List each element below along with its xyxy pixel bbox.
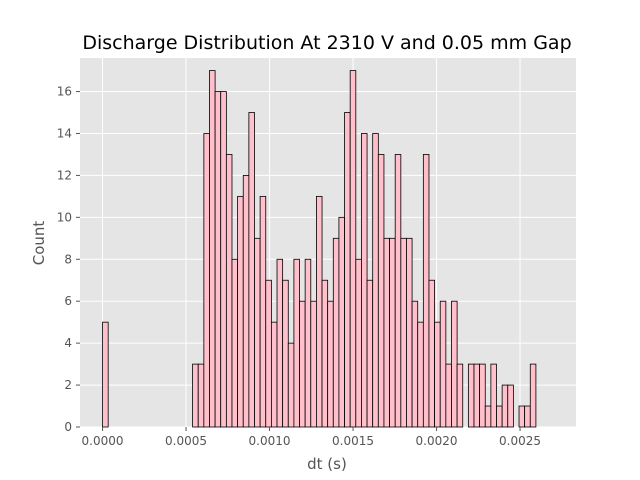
histogram-bar — [355, 258, 362, 428]
histogram-bar — [270, 321, 278, 428]
y-tick-label: 10 — [57, 210, 72, 224]
chart-title: Discharge Distribution At 2310 V and 0.0… — [82, 32, 571, 54]
histogram-bar — [473, 363, 481, 428]
histogram-bar — [259, 195, 267, 428]
histogram-bar — [293, 258, 300, 428]
histogram-bar — [321, 279, 329, 428]
histogram-bar — [467, 363, 475, 428]
y-tick-label: 8 — [64, 252, 72, 266]
histogram-bar — [417, 321, 424, 428]
x-tick-label: 0.0005 — [165, 434, 207, 448]
histogram-bar — [518, 405, 526, 428]
histogram-bar — [349, 70, 357, 428]
histogram-bar — [366, 279, 374, 428]
histogram-bar — [479, 363, 486, 428]
histogram-bar — [377, 154, 385, 428]
histogram-bar — [209, 70, 216, 428]
x-axis-ticks: 0.0000 0.0005 0.0010 0.0015 0.0020 0.0025 — [82, 427, 541, 448]
histogram-bar — [507, 384, 514, 428]
y-axis-label: Count — [30, 221, 48, 266]
histogram-bar — [282, 279, 289, 428]
histogram-bar — [310, 300, 317, 428]
histogram-bar — [496, 405, 503, 428]
histogram-bar — [220, 91, 227, 428]
histogram-bar — [102, 321, 109, 428]
histogram-bar — [287, 342, 295, 428]
y-tick-label: 6 — [64, 294, 72, 308]
histogram-bar — [524, 405, 531, 428]
histogram-bar — [389, 237, 396, 428]
histogram-bar — [434, 321, 441, 428]
histogram-bar — [406, 237, 413, 428]
histogram-bar — [265, 279, 272, 428]
histogram-bar — [428, 279, 435, 428]
histogram-bar — [248, 112, 255, 428]
histogram-bar — [490, 363, 497, 428]
histogram-bar — [411, 300, 419, 428]
histogram-bar — [529, 363, 537, 428]
histogram-bar — [316, 195, 323, 428]
histogram-bar — [383, 237, 390, 428]
x-tick-label: 0.0015 — [332, 434, 374, 448]
histogram-bar — [299, 300, 306, 428]
y-tick-label: 14 — [57, 126, 72, 140]
x-tick-label: 0.0020 — [416, 434, 458, 448]
histogram-bar — [344, 112, 351, 428]
histogram-bar — [456, 363, 464, 428]
histogram-bar — [501, 384, 509, 428]
x-tick-label: 0.0025 — [499, 434, 541, 448]
histogram-bar — [225, 154, 233, 428]
histogram-bar — [242, 175, 250, 428]
histogram-bar — [197, 363, 205, 428]
x-axis-label: dt (s) — [307, 455, 347, 473]
histogram-bar — [276, 258, 284, 428]
histogram-bar — [237, 195, 244, 428]
y-axis-ticks: 0 2 4 6 8 10 12 14 16 — [57, 85, 80, 434]
histogram-bar — [372, 133, 379, 428]
histogram-bar — [214, 91, 222, 428]
histogram-bar — [400, 237, 407, 428]
histogram-bar — [327, 300, 334, 428]
x-tick-label: 0.0010 — [249, 434, 291, 448]
histogram-bar — [422, 154, 430, 428]
y-tick-label: 4 — [64, 336, 72, 350]
histogram-bar — [394, 154, 402, 428]
histogram-bar — [332, 237, 340, 428]
histogram-bar — [254, 237, 261, 428]
histogram-bar — [445, 363, 452, 428]
histogram-bar — [451, 300, 458, 428]
histogram-bar — [192, 363, 199, 428]
histogram-bar — [361, 133, 368, 428]
histogram-bar — [304, 258, 312, 428]
y-tick-label: 16 — [57, 85, 72, 99]
histogram-bar — [231, 258, 239, 428]
histogram-bars — [102, 70, 537, 428]
y-tick-label: 2 — [64, 378, 72, 392]
histogram-bar — [338, 216, 345, 428]
x-tick-label: 0.0000 — [82, 434, 124, 448]
histogram-bar — [439, 300, 447, 428]
histogram-bar — [203, 133, 210, 428]
histogram-bar — [484, 405, 492, 428]
y-tick-label: 0 — [64, 420, 72, 434]
y-tick-label: 12 — [57, 168, 72, 182]
